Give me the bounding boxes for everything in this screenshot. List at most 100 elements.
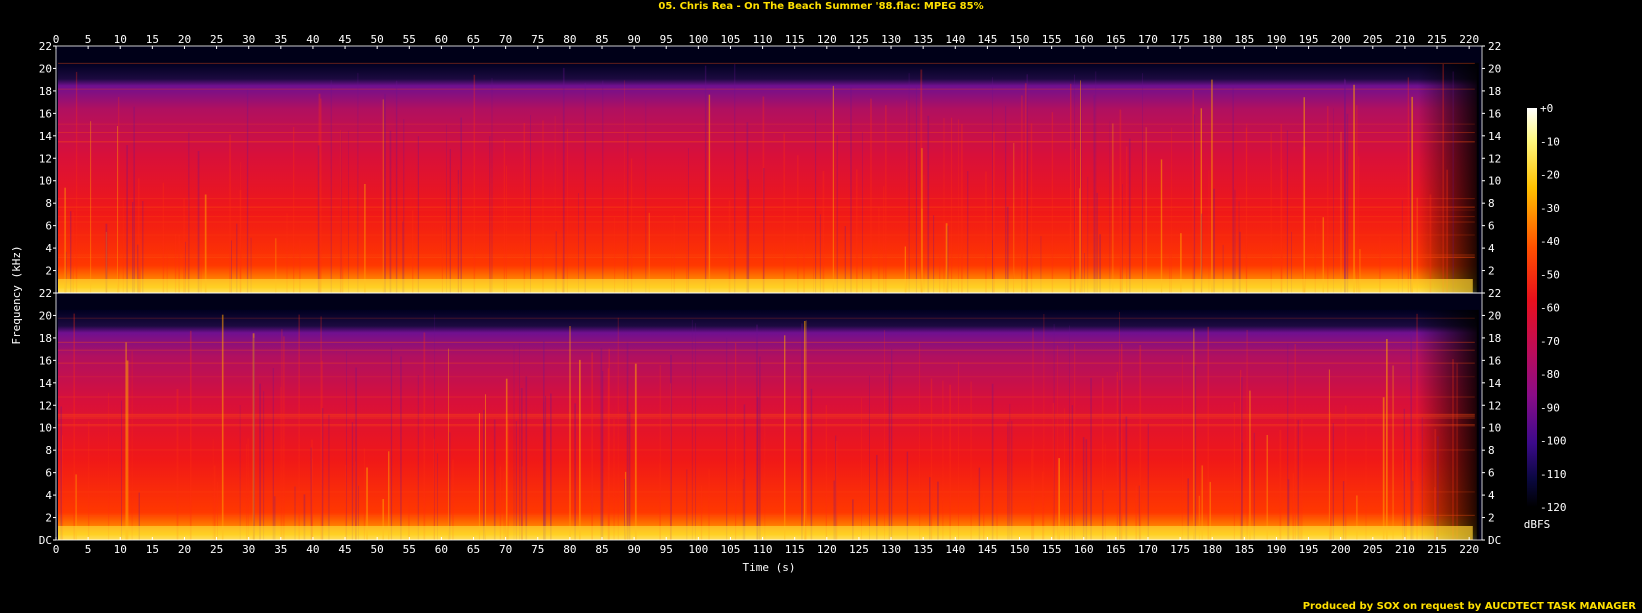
x-tick-label: 20 xyxy=(178,33,191,46)
x-tick-label: 40 xyxy=(306,33,319,46)
x-tick-label: 200 xyxy=(1331,543,1351,556)
x-tick-label: 165 xyxy=(1106,543,1126,556)
colorbar-tick-label: +0 xyxy=(1540,102,1553,115)
x-tick-label: 210 xyxy=(1395,543,1415,556)
x-tick-label: 10 xyxy=(114,543,127,556)
x-tick-label: 100 xyxy=(688,543,708,556)
x-tick-label: 105 xyxy=(721,33,741,46)
y-tick-label: 4 xyxy=(1488,242,1495,255)
x-tick-label: 130 xyxy=(881,543,901,556)
y-tick-label: 2 xyxy=(1488,265,1495,278)
x-tick-label: 190 xyxy=(1267,33,1287,46)
x-tick-label: 15 xyxy=(146,33,159,46)
x-tick-label: 160 xyxy=(1074,543,1094,556)
y-tick-label: 8 xyxy=(1488,197,1495,210)
y-tick-label: 22 xyxy=(39,287,52,300)
x-tick-label: 90 xyxy=(627,33,640,46)
y-tick-label: 20 xyxy=(39,62,52,75)
x-tick-label: 25 xyxy=(210,543,223,556)
y-tick-label: 2 xyxy=(45,512,52,525)
y-tick-label: 22 xyxy=(1488,287,1501,300)
colorbar-tick-label: -10 xyxy=(1540,135,1560,148)
x-tick-label: 40 xyxy=(306,543,319,556)
x-tick-label: 95 xyxy=(660,543,673,556)
y-tick-label: 10 xyxy=(1488,175,1501,188)
x-tick-label: 215 xyxy=(1427,543,1447,556)
channel-1-energy xyxy=(58,62,1477,293)
y-tick-label: 14 xyxy=(1488,377,1502,390)
channel-2-energy xyxy=(58,309,1477,540)
x-tick-label: 75 xyxy=(531,543,544,556)
x-tick-label: 110 xyxy=(753,543,773,556)
y-tick-label: 16 xyxy=(39,107,52,120)
y-tick-label: 10 xyxy=(39,175,52,188)
y-tick-label: 4 xyxy=(1488,489,1495,502)
x-tick-label: 115 xyxy=(785,33,805,46)
y-tick-label: DC xyxy=(1488,534,1501,547)
y-tick-label: 18 xyxy=(39,332,52,345)
y-tick-label: 20 xyxy=(39,309,52,322)
x-tick-label: 175 xyxy=(1170,543,1190,556)
x-tick-label: 145 xyxy=(977,33,997,46)
x-tick-label: 105 xyxy=(721,543,741,556)
channel-1-spectrogram xyxy=(56,46,1482,294)
x-tick-label: 180 xyxy=(1202,33,1222,46)
x-tick-label: 145 xyxy=(977,543,997,556)
y-tick-label: 6 xyxy=(45,220,52,233)
x-tick-label: 125 xyxy=(849,33,869,46)
colorbar-tick-label: -20 xyxy=(1540,169,1560,182)
chart-title: 05. Chris Rea - On The Beach Summer '88.… xyxy=(658,1,984,12)
colorbar-tick-label: -50 xyxy=(1540,268,1560,281)
colorbar-tick-label: -60 xyxy=(1540,302,1560,315)
x-tick-label: 85 xyxy=(595,33,608,46)
x-tick-label: 30 xyxy=(242,33,255,46)
x-tick-label: 160 xyxy=(1074,33,1094,46)
x-tick-label: 65 xyxy=(467,33,480,46)
x-tick-label: 95 xyxy=(660,33,673,46)
y-tick-label: 10 xyxy=(1488,422,1501,435)
y-tick-label: 2 xyxy=(45,265,52,278)
x-tick-label: 185 xyxy=(1234,543,1254,556)
x-tick-label: 20 xyxy=(178,543,191,556)
colorbar-tick-label: -70 xyxy=(1540,335,1560,348)
x-tick-label: 135 xyxy=(913,33,933,46)
x-tick-label: 210 xyxy=(1395,33,1415,46)
x-tick-label: 205 xyxy=(1363,33,1383,46)
x-tick-label: 65 xyxy=(467,543,480,556)
y-tick-label: 12 xyxy=(39,152,52,165)
x-tick-label: 5 xyxy=(85,543,92,556)
x-tick-label: 130 xyxy=(881,33,901,46)
y-tick-label: 12 xyxy=(1488,152,1501,165)
x-tick-label: 80 xyxy=(563,33,576,46)
x-tick-label: 155 xyxy=(1042,33,1062,46)
y-tick-label: 4 xyxy=(45,489,52,502)
x-tick-label: 60 xyxy=(435,33,448,46)
x-tick-label: 0 xyxy=(53,33,60,46)
y-tick-label: DC xyxy=(39,534,52,547)
x-tick-label: 120 xyxy=(817,543,837,556)
x-tick-label: 110 xyxy=(753,33,773,46)
y-tick-label: 16 xyxy=(1488,354,1501,367)
y-tick-label: 22 xyxy=(39,40,52,53)
y-tick-label: 14 xyxy=(1488,130,1502,143)
y-tick-label: 6 xyxy=(1488,220,1495,233)
x-axis-label: Time (s) xyxy=(743,561,796,574)
x-tick-label: 60 xyxy=(435,543,448,556)
x-tick-label: 75 xyxy=(531,33,544,46)
y-tick-label: 8 xyxy=(1488,444,1495,457)
x-tick-label: 150 xyxy=(1010,543,1030,556)
colorbar-tick-label: -30 xyxy=(1540,202,1560,215)
colorbar-tick-label: -110 xyxy=(1540,468,1567,481)
x-tick-label: 0 xyxy=(53,543,60,556)
y-axis-label: Frequency (kHz) xyxy=(10,245,23,344)
x-tick-label: 55 xyxy=(403,33,416,46)
y-tick-label: 6 xyxy=(45,467,52,480)
y-tick-label: 16 xyxy=(39,354,52,367)
x-tick-label: 150 xyxy=(1010,33,1030,46)
y-tick-label: 14 xyxy=(39,130,53,143)
x-tick-label: 80 xyxy=(563,543,576,556)
x-tick-label: 195 xyxy=(1299,543,1319,556)
y-tick-label: 22 xyxy=(1488,40,1501,53)
